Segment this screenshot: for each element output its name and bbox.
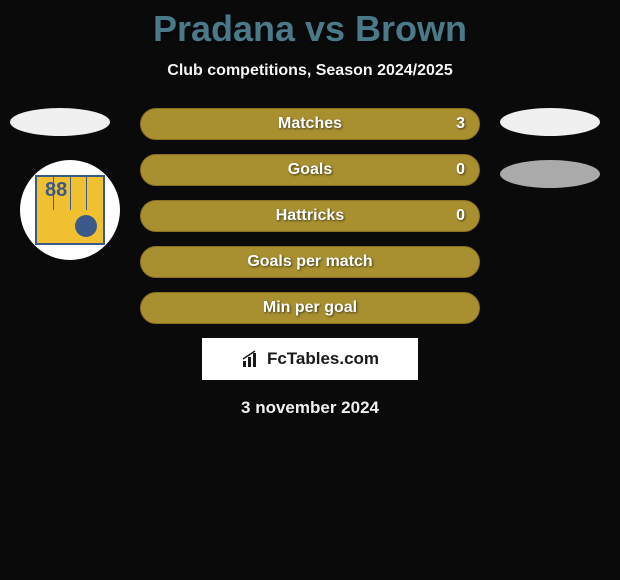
stat-value-right: 0	[456, 161, 465, 179]
brand-text: FcTables.com	[267, 349, 379, 369]
player-left-avatar	[10, 108, 110, 136]
badge-stripe	[71, 177, 88, 210]
stat-row-goals: Goals 0	[140, 154, 480, 186]
chart-icon	[241, 349, 261, 369]
stat-row-matches: Matches 3	[140, 108, 480, 140]
club-badge: 88	[20, 160, 120, 260]
comparison-widget: Pradana vs Brown Club competitions, Seas…	[0, 0, 620, 418]
stat-row-goals-per-match: Goals per match	[140, 246, 480, 278]
stat-row-hattricks: Hattricks 0	[140, 200, 480, 232]
stat-label: Goals per match	[247, 253, 372, 271]
badge-inner: 88	[35, 175, 105, 245]
stats-list: Matches 3 Goals 0 Hattricks 0 Goals per …	[140, 108, 480, 324]
stat-label: Min per goal	[263, 299, 357, 317]
date-label: 3 november 2024	[0, 398, 620, 418]
soccer-ball-icon	[75, 215, 97, 237]
brand-link[interactable]: FcTables.com	[202, 338, 418, 380]
player-right-avatar	[500, 108, 600, 136]
stat-row-min-per-goal: Min per goal	[140, 292, 480, 324]
page-title: Pradana vs Brown	[0, 8, 620, 50]
stat-value-right: 0	[456, 207, 465, 225]
badge-number: 88	[45, 179, 67, 202]
content-area: 88 Matches 3 Goals 0 Hattricks 0 Goals p…	[0, 108, 620, 418]
badge-stripe	[87, 177, 103, 210]
stat-value-right: 3	[456, 115, 465, 133]
stat-label: Hattricks	[276, 207, 344, 225]
stat-label: Matches	[278, 115, 342, 133]
page-subtitle: Club competitions, Season 2024/2025	[0, 62, 620, 80]
player-right-avatar-2	[500, 160, 600, 188]
stat-label: Goals	[288, 161, 332, 179]
